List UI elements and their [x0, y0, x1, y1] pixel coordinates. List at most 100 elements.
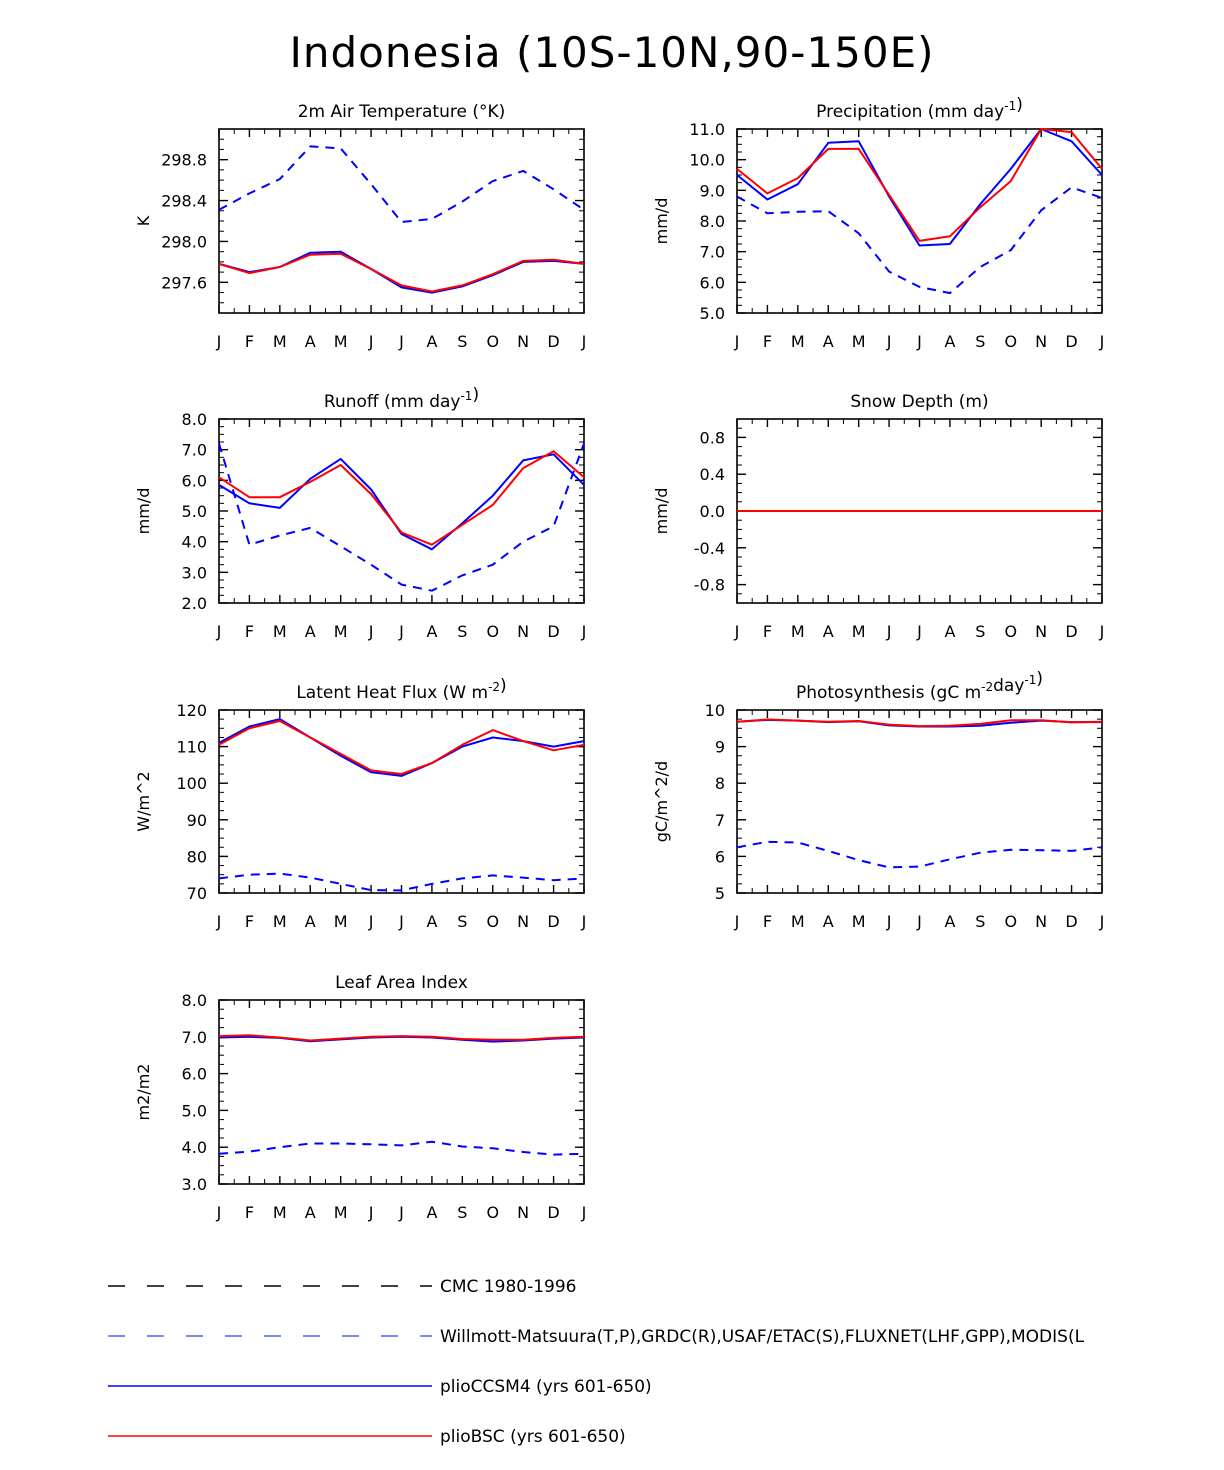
y-tick-label: 70: [187, 884, 207, 903]
x-tick-label: J: [368, 332, 374, 351]
y-tick-label: -0.8: [694, 576, 725, 595]
series-line-solid-3: [218, 252, 585, 293]
x-tick-label: S: [457, 1203, 467, 1222]
x-tick-label: J: [916, 912, 922, 931]
x-tick-label: J: [581, 912, 587, 931]
x-tick-label: J: [398, 1203, 404, 1222]
x-tick-label: J: [886, 332, 892, 351]
x-tick-label: O: [486, 332, 499, 351]
x-tick-label: D: [1065, 332, 1077, 351]
x-tick-label: A: [823, 332, 834, 351]
y-tick-label: 120: [176, 701, 207, 720]
series-line-solid-2: [218, 250, 585, 294]
y-tick-label: 0.4: [700, 465, 725, 484]
legend: CMC 1980-1996 Willmott-Matsuura(T,P),GRDC…: [108, 1277, 1085, 1447]
x-tick-label: N: [517, 332, 529, 351]
series-line-solid-2: [736, 128, 1103, 247]
y-axis-label: W/m^2: [134, 771, 153, 831]
x-tick-label: A: [426, 912, 437, 931]
x-tick-label: A: [426, 622, 437, 641]
y-tick-label: 10: [705, 701, 725, 720]
x-tick-label: F: [245, 332, 254, 351]
x-tick-label: D: [547, 332, 559, 351]
series-line-solid-3: [736, 128, 1103, 242]
x-tick-label: M: [273, 622, 287, 641]
x-tick-label: M: [334, 622, 348, 641]
y-tick-label: 5.0: [700, 304, 725, 323]
legend-label-2: Willmott-Matsuura(T,P),GRDC(R),USAF/ETAC…: [440, 1327, 1085, 1347]
plot-frame: [218, 709, 585, 894]
y-tick-label: 9: [715, 738, 725, 757]
x-tick-label: S: [975, 622, 985, 641]
x-tick-label: A: [823, 912, 834, 931]
x-tick-label: J: [581, 622, 587, 641]
panel-title: Precipitation (mm day-1): [816, 95, 1023, 122]
x-tick-label: S: [457, 912, 467, 931]
x-tick-label: A: [305, 912, 316, 931]
y-tick-label: 3.0: [182, 563, 207, 582]
y-tick-label: 10.0: [689, 151, 725, 170]
series-line-solid-3: [218, 450, 585, 546]
x-tick-label: J: [398, 912, 404, 931]
legend-label-1: CMC 1980-1996: [440, 1277, 576, 1297]
panel-title: 2m Air Temperature (°K): [298, 102, 506, 122]
panel-title: Snow Depth (m): [850, 392, 988, 412]
x-tick-label: F: [763, 332, 772, 351]
chart-panel-1: 2m Air Temperature (°K)J F M A M J J A S O N D J297.…: [134, 102, 586, 351]
x-tick-label: A: [426, 332, 437, 351]
x-tick-label: D: [547, 1203, 559, 1222]
x-tick-label: J: [1099, 332, 1105, 351]
x-tick-label: J: [916, 622, 922, 641]
x-tick-label: J: [368, 622, 374, 641]
x-tick-label: M: [334, 912, 348, 931]
x-tick-label: J: [216, 332, 222, 351]
series-line-dashed-1: [736, 186, 1103, 295]
x-tick-label: D: [1065, 912, 1077, 931]
x-tick-label: J: [216, 622, 222, 641]
y-tick-label: 6.0: [700, 273, 725, 292]
x-tick-label: N: [1035, 912, 1047, 931]
x-tick-label: J: [216, 1203, 222, 1222]
y-axis-label: K: [134, 215, 153, 226]
x-tick-label: J: [398, 622, 404, 641]
x-tick-label: S: [457, 622, 467, 641]
x-tick-label: M: [273, 332, 287, 351]
chart-panel-3: Runoff (mm day-1)J F M A M J J A S O N D J2.03.04.05…: [134, 385, 586, 641]
y-axis-label: mm/d: [652, 198, 671, 245]
x-tick-label: J: [886, 912, 892, 931]
series-line-dashed-1: [736, 840, 1103, 869]
legend-label-4: plioBSC (yrs 601-650): [440, 1427, 626, 1447]
y-tick-label: 6.0: [182, 1065, 207, 1084]
y-tick-label: 8.0: [182, 410, 207, 429]
y-tick-label: 4.0: [182, 533, 207, 552]
x-tick-label: J: [216, 912, 222, 931]
x-tick-label: S: [975, 332, 985, 351]
series-line-dashed-1: [218, 145, 585, 223]
y-tick-label: 8.0: [182, 991, 207, 1010]
y-tick-label: 3.0: [182, 1175, 207, 1194]
x-tick-label: A: [944, 912, 955, 931]
series-line-solid-3: [218, 1034, 585, 1042]
chart-panel-6: Photosynthesis (gC m-2day-1)J F M A M J J A S O N D…: [652, 669, 1104, 931]
chart-panel-4: Snow Depth (m)J F M A M J J A S O N D J-0.8-0.40.00.…: [652, 392, 1104, 641]
y-tick-label: 7: [715, 811, 725, 830]
x-tick-label: F: [763, 912, 772, 931]
y-tick-label: 5: [715, 884, 725, 903]
series-line-solid-3: [218, 720, 585, 775]
x-tick-label: D: [1065, 622, 1077, 641]
y-axis-label: m2/m2: [134, 1064, 153, 1121]
plot-frame: [736, 709, 1103, 894]
panel-title: Runoff (mm day-1): [324, 385, 479, 412]
panel-title: Latent Heat Flux (W m-2): [296, 676, 506, 703]
y-tick-label: 2.0: [182, 594, 207, 613]
series-line-dashed-1: [218, 1140, 585, 1156]
x-tick-label: M: [852, 912, 866, 931]
x-tick-label: A: [944, 332, 955, 351]
y-tick-label: 7.0: [700, 243, 725, 262]
y-axis-label: mm/d: [134, 488, 153, 535]
x-tick-label: M: [852, 332, 866, 351]
x-tick-label: O: [486, 912, 499, 931]
x-tick-label: A: [426, 1203, 437, 1222]
